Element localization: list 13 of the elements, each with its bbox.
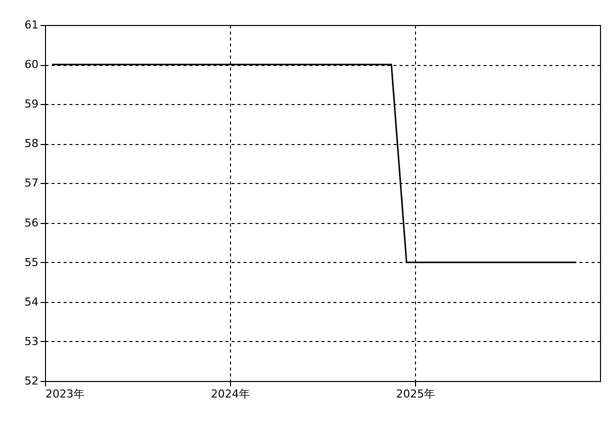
y-tick-label: 52: [24, 374, 38, 388]
y-tick-label: 59: [24, 98, 38, 111]
x-tick-label: 2023年: [46, 388, 84, 400]
y-tick-label: 53: [24, 334, 38, 348]
y-tick-label: 54: [24, 295, 38, 308]
y-tick-label: 60: [24, 58, 38, 72]
x-tick-label: 2024年: [210, 388, 250, 400]
y-tick-label: 61: [24, 18, 38, 32]
y-tick-label: 55: [24, 256, 38, 269]
y-tick-label: 57: [24, 176, 38, 190]
y-tick-label: 58: [24, 137, 38, 150]
x-tick-label: 2025年: [396, 388, 436, 400]
y-tick-label: 56: [24, 216, 38, 230]
